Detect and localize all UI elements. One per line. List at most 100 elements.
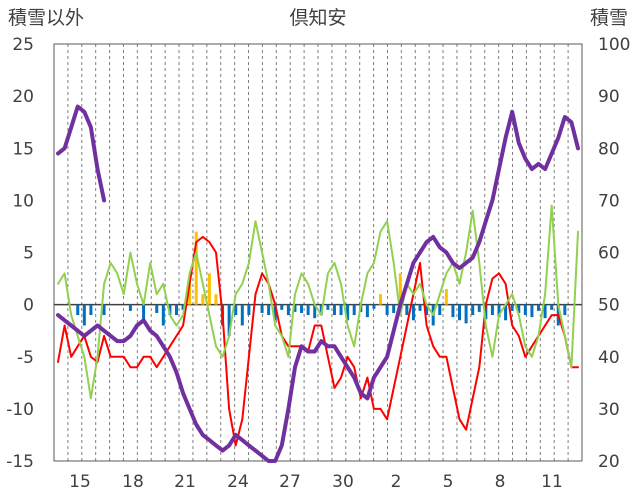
x-tick-label: 5 — [443, 472, 454, 492]
precip-bar — [293, 304, 297, 312]
precip-bar — [392, 304, 396, 313]
precip-bar — [497, 304, 501, 318]
y-right-tick-label: 80 — [598, 139, 620, 159]
precip-bar — [425, 304, 429, 316]
precip-bar — [273, 304, 277, 321]
x-tick-label: 15 — [69, 472, 91, 492]
precip-bar — [300, 304, 304, 313]
precip-bar — [504, 304, 508, 321]
precip-bar — [365, 304, 369, 318]
precip-bar — [411, 304, 415, 321]
precip-bar — [207, 273, 211, 305]
precip-bar — [313, 304, 317, 319]
precip-bar — [352, 304, 356, 316]
precip-bar — [517, 304, 521, 313]
right-axis-title: 積雪 — [590, 7, 628, 29]
precip-bar — [82, 304, 86, 326]
y-right-tick-label: 20 — [598, 452, 620, 472]
precip-bar — [181, 304, 185, 310]
precip-bar — [286, 304, 290, 316]
precip-bar — [267, 304, 271, 316]
y-left-tick-label: 0 — [23, 296, 34, 316]
precip-bar — [490, 304, 494, 316]
y-right-tick-label: 60 — [598, 244, 620, 264]
precip-bar — [537, 304, 541, 311]
precip-bar — [128, 304, 132, 311]
precip-bar — [188, 283, 192, 305]
x-tick-label: 8 — [495, 472, 506, 492]
precip-bar — [372, 304, 376, 309]
precip-bar — [155, 304, 159, 313]
precip-bar — [168, 304, 172, 316]
y-left-tick-label: 5 — [23, 244, 34, 264]
series-green-line — [57, 204, 579, 400]
precip-bar — [240, 304, 244, 326]
x-tick-label: 18 — [122, 472, 144, 492]
precip-bar — [247, 304, 251, 316]
y-left-tick-label: -5 — [17, 348, 34, 368]
plot-frame — [53, 43, 583, 462]
precip-bar — [510, 304, 514, 311]
x-tick-label: 30 — [332, 472, 354, 492]
y-left-tick-label: 20 — [12, 87, 34, 107]
precip-bar — [161, 304, 165, 326]
precip-bar — [174, 304, 178, 316]
y-right-tick-label: 50 — [598, 296, 620, 316]
precip-bar — [550, 304, 554, 310]
precip-bar — [471, 304, 475, 316]
precip-bar — [563, 304, 567, 316]
left-axis-title: 積雪以外 — [8, 7, 84, 29]
precip-bar — [102, 304, 106, 316]
y-right-tick-label: 70 — [598, 191, 620, 211]
x-tick-label: 27 — [279, 472, 301, 492]
precip-bar — [379, 294, 383, 305]
precip-bar — [523, 304, 527, 316]
series-purple-line — [56, 109, 580, 463]
y-left-tick-label: 15 — [12, 139, 34, 159]
y-right-tick-label: 100 — [598, 35, 630, 55]
precip-bar — [142, 304, 146, 321]
series-purple-line-end — [56, 104, 107, 203]
y-left-tick-label: -10 — [6, 400, 34, 420]
precip-bar — [76, 304, 80, 316]
precip-bar — [438, 304, 442, 316]
y-left-tick-label: 25 — [12, 35, 34, 55]
x-tick-label: 11 — [541, 472, 563, 492]
precip-bar — [458, 304, 462, 321]
y-right-tick-label: 30 — [598, 400, 620, 420]
series-red-line — [57, 235, 579, 447]
precip-bar — [326, 304, 330, 310]
precip-bar — [214, 294, 218, 305]
y-left-tick-label: 10 — [12, 191, 34, 211]
precip-bar — [543, 304, 547, 319]
precip-bar — [451, 304, 455, 318]
precip-bar — [385, 304, 389, 316]
precip-bar — [260, 304, 264, 313]
precip-bar — [464, 304, 468, 324]
precip-bar — [398, 273, 402, 305]
x-tick-label: 21 — [174, 472, 196, 492]
precip-bar — [280, 304, 284, 310]
precip-bar — [477, 304, 481, 312]
x-tick-label: 24 — [227, 472, 249, 492]
y-right-tick-label: 40 — [598, 348, 620, 368]
precip-bar — [332, 304, 336, 316]
precip-bar — [89, 304, 93, 316]
precip-bar — [339, 304, 343, 316]
precip-bar — [346, 304, 350, 321]
precip-bar — [418, 304, 422, 311]
y-right-tick-label: 90 — [598, 87, 620, 107]
x-tick-label: 2 — [391, 472, 402, 492]
precip-bar — [227, 304, 231, 336]
precip-bar — [405, 304, 409, 316]
precip-bar — [530, 304, 534, 318]
chart-title: 倶知安 — [289, 7, 346, 29]
precip-bar — [234, 304, 238, 316]
precip-bar — [201, 294, 205, 305]
precip-bar — [306, 304, 310, 316]
precip-bar — [194, 231, 198, 305]
y-left-tick-label: -15 — [6, 452, 34, 472]
